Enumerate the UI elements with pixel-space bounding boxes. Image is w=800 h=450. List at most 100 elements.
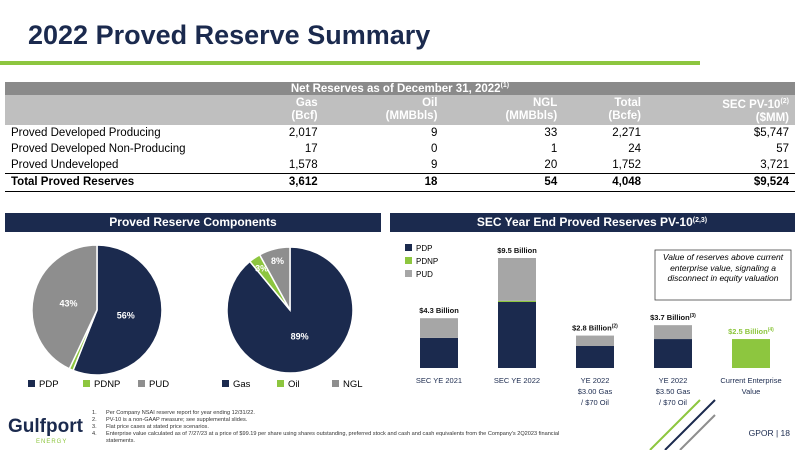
- legend-swatch: [83, 380, 90, 387]
- table-body: Proved Developed Producing 2,017 9 33 2,271 $…: [5, 125, 795, 192]
- table-cell: $9,524: [647, 172, 795, 192]
- column-header: Gas (Bcf): [247, 95, 324, 125]
- footnote-number: 2.: [92, 417, 97, 423]
- column-unit: (MMBbls): [385, 109, 438, 122]
- legend-label: PDNP: [94, 379, 120, 390]
- table-row: Proved Developed Non-Producing 17 0 1 24 57: [5, 141, 795, 157]
- logo-sub: ENERGY: [36, 439, 67, 445]
- total-label-text: $4.3 Billion: [419, 306, 459, 315]
- table-row: Proved Developed Producing 2,017 9 33 2,271 $…: [5, 125, 795, 141]
- total-label-note: (3): [690, 313, 696, 319]
- table-cell: 57: [776, 142, 789, 155]
- table-caption: Net Reserves as of December 31, 2022(1): [5, 82, 795, 95]
- table-cell: 2,271: [612, 126, 642, 139]
- bar-segment: [498, 302, 536, 368]
- legend-swatch: [28, 380, 35, 387]
- slice-label: 43%: [59, 299, 77, 309]
- footnote-text: Per Company NSAI reserve report for year…: [106, 410, 255, 416]
- footnotes: 1. Per Company NSAI reserve report for ye…: [92, 410, 562, 445]
- column-header: SEC PV-10(2) ($MM): [647, 95, 795, 125]
- total-label-text: $3.7 Billion: [650, 313, 690, 322]
- pie-slice: [72, 244, 163, 376]
- slice-label: 56%: [117, 310, 135, 320]
- column-header: NGL (MMBbls): [443, 95, 564, 125]
- slide-title: 2022 Proved Reserve Summary: [28, 20, 431, 50]
- table-cell: 54: [443, 172, 564, 192]
- footnote-number: 1.: [92, 410, 97, 416]
- legend-label: PDNP: [416, 257, 438, 266]
- panel-header: [390, 213, 795, 232]
- table-cell: 9: [431, 126, 438, 139]
- table-row: Proved Undeveloped 1,578 9 20 1,752 3,721: [5, 157, 795, 174]
- bar-segment: [576, 335, 614, 346]
- total-label-note: (4): [768, 327, 774, 333]
- legend-swatch: [277, 380, 284, 387]
- caption-note: (1): [500, 82, 510, 90]
- total-label: $4.3 Billion: [419, 306, 459, 315]
- panel-title-text: SEC Year End Proved Reserves PV-10: [477, 215, 693, 229]
- x-tick-label: SEC YE 2022: [494, 376, 540, 385]
- annotation-box: [654, 249, 792, 301]
- x-tick-label: Current Enterprise: [720, 376, 781, 385]
- table-cell: 9: [431, 158, 438, 171]
- legend-swatch: [405, 270, 412, 277]
- x-tick-label: / $70 Oil: [581, 398, 609, 407]
- bar-segment: [498, 258, 536, 301]
- legend-label: Oil: [288, 379, 300, 390]
- table-cell: 20: [544, 158, 558, 171]
- table-cell: 1: [550, 142, 558, 155]
- slice-label: 8%: [271, 256, 284, 266]
- legend-label: PDP: [39, 379, 59, 390]
- panel-title: SEC Year End Proved Reserves PV-10(2,3): [477, 215, 707, 229]
- caption-text: Net Reserves as of December 31, 2022: [290, 82, 501, 95]
- table-cell: 18: [323, 172, 444, 192]
- table-cell: 24: [628, 142, 642, 155]
- total-label-note: (2): [612, 324, 618, 330]
- legend-swatch: [405, 244, 412, 251]
- page-label: GPOR | 18: [749, 428, 791, 438]
- decor: [649, 399, 716, 450]
- bar-segment: [498, 300, 536, 302]
- slice-label: 89%: [291, 332, 309, 342]
- table-head: Net Reserves as of December 31, 2022(1) G…: [5, 82, 795, 125]
- total-label: $2.5 Billion(4): [728, 327, 774, 336]
- x-tick-label: / $70 Oil: [659, 398, 687, 407]
- table-cell: 33: [544, 126, 558, 139]
- column-header: Oil (MMBbls): [323, 95, 444, 125]
- total-label-text: $2.8 Billion: [572, 324, 612, 333]
- x-tick-label: SEC YE 2021: [416, 376, 462, 385]
- legend-swatch: [332, 380, 339, 387]
- footnote: 4. Enterprise value calculated as of 7/27…: [92, 431, 562, 445]
- bar-segment: [420, 318, 458, 338]
- column-unit: ($MM): [755, 111, 789, 124]
- column-name: Gas: [295, 96, 318, 109]
- table-cell: $5,747: [753, 126, 789, 139]
- column-header: Total (Bcfe): [563, 95, 648, 125]
- column-note: (2): [780, 98, 789, 105]
- footnote: 3. Flat price cases at stated price scena…: [92, 424, 562, 431]
- column-name: Total: [614, 96, 642, 109]
- bar-segment: [420, 337, 458, 368]
- column-unit: (Bcfe): [608, 109, 642, 122]
- slice-label: 3%: [255, 263, 268, 273]
- panel-title: Proved Reserve Components: [109, 215, 277, 229]
- footnote-number: 3.: [92, 424, 97, 430]
- bar-segment: [732, 339, 770, 368]
- legend-swatch: [405, 257, 412, 264]
- total-label: $3.7 Billion(3): [650, 313, 696, 322]
- bar-segment: [654, 339, 692, 368]
- annotation: Value of reserves above current enterpri…: [662, 252, 784, 283]
- legend-label: Gas: [233, 379, 251, 390]
- footnote: 2. PV-10 is a non-GAAP measure; see suppl…: [92, 417, 562, 424]
- table-row: Total Proved Reserves 3,612 18 54 4,048 $9,52…: [5, 172, 795, 192]
- footnote-text: PV-10 is a non-GAAP measure; see supplem…: [106, 417, 248, 423]
- table-cell: Total Proved Reserves: [5, 172, 247, 192]
- x-tick-label: YE 2022: [659, 376, 688, 385]
- column-name: SEC PV-10: [722, 98, 781, 111]
- bar-segment: [654, 325, 692, 340]
- table-cell: Proved Undeveloped: [11, 158, 119, 171]
- x-tick-label: Value: [742, 387, 761, 396]
- legend-swatch: [138, 380, 145, 387]
- reserves-table: Net Reserves as of December 31, 2022(1) G…: [5, 82, 795, 192]
